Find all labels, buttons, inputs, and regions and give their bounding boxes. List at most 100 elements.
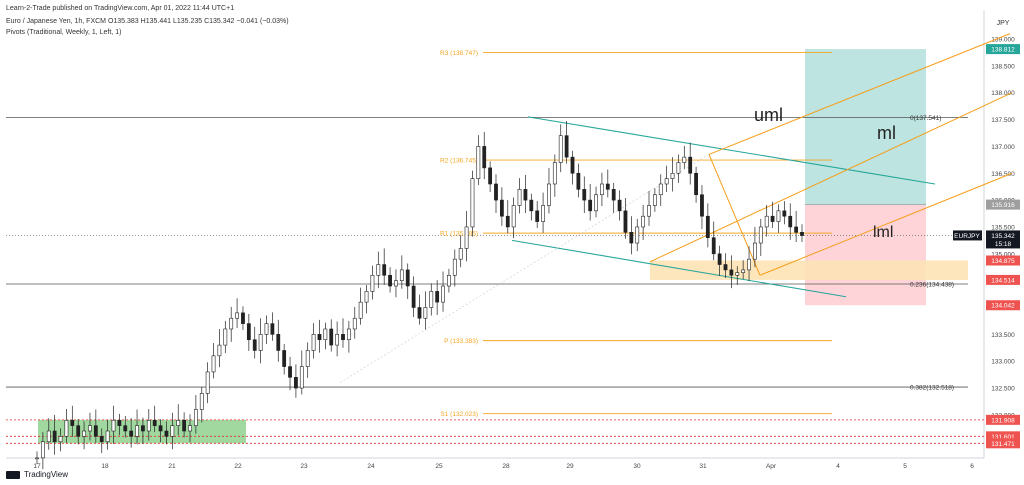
candle-body bbox=[470, 178, 475, 228]
candle-body bbox=[600, 183, 604, 196]
candle-body bbox=[723, 264, 728, 271]
candle-body bbox=[146, 419, 151, 432]
pivot-level-label: P (133.383) bbox=[444, 338, 478, 345]
candle-body bbox=[776, 210, 781, 222]
candle-body bbox=[623, 210, 628, 233]
x-tick-label: 23 bbox=[300, 463, 308, 470]
price-tag-label: 138.812 bbox=[991, 47, 1015, 54]
candle-body bbox=[399, 269, 404, 281]
pivot-level-label: R3 (138.747) bbox=[440, 50, 478, 57]
candle-body bbox=[552, 162, 557, 185]
candle-body bbox=[605, 183, 610, 190]
fib-level-label: 0(137.541) bbox=[910, 115, 941, 122]
candle-body bbox=[517, 189, 522, 206]
symbol-tag-label: EURJPY bbox=[954, 233, 980, 240]
candle-body bbox=[135, 425, 139, 437]
pivot-level-label: R2 (136.745) bbox=[440, 158, 478, 165]
y-tick-label: 137.000 bbox=[991, 144, 1015, 151]
x-tick-label: 24 bbox=[367, 463, 375, 470]
accumulation-zone bbox=[38, 419, 246, 444]
candle-body bbox=[764, 215, 769, 228]
candle-body bbox=[747, 258, 751, 271]
candle-body bbox=[276, 334, 281, 351]
candle-body bbox=[617, 199, 622, 212]
candle-body bbox=[788, 215, 793, 228]
price-tag bbox=[986, 274, 1020, 285]
candle-body bbox=[629, 232, 634, 244]
currency-label: JPY bbox=[997, 20, 1010, 27]
candle-body bbox=[447, 274, 451, 287]
annotation-lml: lml bbox=[873, 224, 893, 241]
candle-body bbox=[694, 172, 698, 196]
candle-body bbox=[341, 334, 345, 341]
candle-body bbox=[647, 205, 651, 217]
candle-body bbox=[417, 307, 422, 319]
candle-body bbox=[423, 307, 428, 319]
candle-body bbox=[211, 355, 216, 373]
candle-body bbox=[93, 425, 98, 437]
candle-body bbox=[488, 167, 493, 185]
y-tick-label: 132.500 bbox=[991, 386, 1015, 393]
candle-body bbox=[441, 285, 445, 303]
candle-body bbox=[782, 210, 787, 217]
candle-body bbox=[594, 194, 598, 212]
candle-body bbox=[270, 323, 275, 335]
tradingview-logo[interactable]: TradingView bbox=[6, 470, 68, 479]
candle-body bbox=[394, 280, 398, 287]
symbol-ohlc-line: Euro / Japanese Yen, 1h, FXCM O135.383 H… bbox=[6, 18, 289, 25]
candle-body bbox=[535, 210, 540, 222]
x-tick-label: 4 bbox=[836, 463, 840, 470]
candle-body bbox=[700, 194, 704, 217]
candle-body bbox=[246, 323, 251, 341]
candle-body bbox=[52, 430, 57, 443]
y-tick-label: 138.000 bbox=[991, 90, 1015, 97]
fib-base-line bbox=[339, 154, 710, 383]
candle-body bbox=[658, 183, 663, 196]
stop-loss-zone bbox=[805, 204, 926, 306]
price-tag bbox=[986, 238, 1020, 249]
candle-body bbox=[111, 419, 116, 432]
candle-body bbox=[158, 425, 163, 432]
candle-body bbox=[205, 371, 210, 394]
candle-body bbox=[352, 317, 357, 330]
y-tick-label: 137.500 bbox=[991, 117, 1015, 124]
x-tick-label: 30 bbox=[633, 463, 641, 470]
candle-body bbox=[541, 205, 545, 222]
pivot-level-label: S1 (132.023) bbox=[440, 411, 478, 418]
candle-body bbox=[364, 291, 369, 303]
candle-body bbox=[435, 291, 440, 303]
candle-body bbox=[382, 264, 387, 276]
x-tick-label: 18 bbox=[101, 463, 109, 470]
candle-body bbox=[46, 430, 51, 443]
candle-body bbox=[405, 269, 410, 287]
tradingview-mark-icon bbox=[6, 470, 20, 479]
price-tag bbox=[986, 431, 1020, 442]
candle-body bbox=[641, 215, 646, 228]
candle-body bbox=[182, 419, 187, 432]
pitchfork-upper-line bbox=[708, 33, 1011, 155]
price-tag bbox=[986, 44, 1020, 55]
candle-body bbox=[305, 350, 310, 367]
y-tick-label: 135.000 bbox=[991, 251, 1015, 258]
publisher-line: Learn-2-Trade published on TradingView.c… bbox=[6, 5, 235, 12]
x-tick-label: 29 bbox=[566, 463, 574, 470]
candle-body bbox=[682, 156, 687, 163]
price-tag-label: 131.908 bbox=[991, 417, 1015, 424]
candle-body bbox=[105, 430, 110, 443]
candle-body bbox=[329, 328, 334, 346]
candle-body bbox=[241, 312, 245, 324]
price-tag-label: 135.916 bbox=[991, 202, 1015, 209]
candle-body bbox=[452, 258, 457, 276]
candle-body bbox=[611, 189, 616, 201]
candle-body bbox=[711, 237, 716, 255]
annotation-uml: uml bbox=[754, 105, 783, 125]
price-tag bbox=[986, 230, 1020, 241]
x-tick-label: 25 bbox=[435, 463, 443, 470]
fib-level-label: 0.236(134.438) bbox=[910, 281, 954, 288]
candle-body bbox=[176, 419, 181, 426]
candle-body bbox=[705, 215, 710, 238]
price-tag bbox=[986, 438, 1020, 449]
candle-body bbox=[282, 350, 287, 367]
y-tick-label: 139.000 bbox=[991, 37, 1015, 44]
